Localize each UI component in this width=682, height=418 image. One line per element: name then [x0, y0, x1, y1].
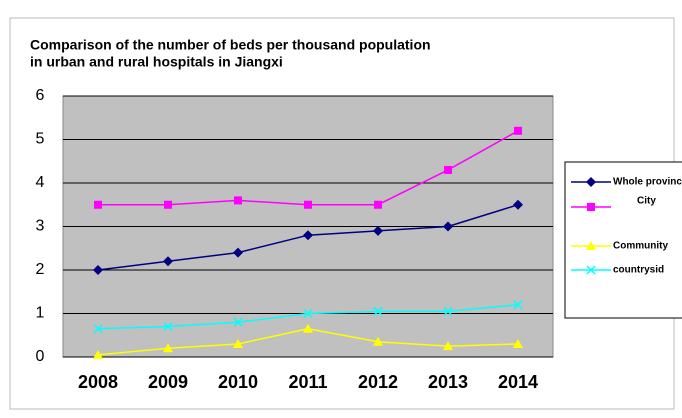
- legend-marker: [586, 241, 596, 250]
- data-point: [443, 221, 453, 232]
- data-point: [94, 200, 102, 209]
- y-tick-label: 1: [36, 305, 45, 322]
- x-tick-label: 2012: [358, 372, 398, 392]
- x-tick-label: 2014: [498, 372, 538, 392]
- data-point: [513, 338, 523, 348]
- data-point: [374, 200, 382, 209]
- data-point: [513, 199, 523, 210]
- data-point: [163, 322, 173, 332]
- data-point: [303, 230, 313, 241]
- data-point: [443, 306, 453, 316]
- data-point: [373, 336, 383, 346]
- data-point: [93, 349, 103, 359]
- x-tick-label: 2013: [428, 372, 468, 392]
- y-tick-label: 2: [36, 261, 45, 278]
- data-point: [234, 196, 242, 205]
- data-point: [444, 165, 452, 174]
- legend-label: Community: [613, 241, 668, 252]
- data-point: [93, 265, 103, 275]
- legend-box: [564, 161, 682, 319]
- data-point: [373, 306, 383, 316]
- legend-marker: [587, 203, 595, 211]
- legend-label: Whole provinc: [613, 177, 682, 188]
- data-point: [303, 308, 313, 319]
- data-point: [373, 225, 383, 236]
- y-tick-label: 6: [36, 87, 45, 104]
- data-point: [513, 300, 523, 310]
- legend-label: City: [637, 196, 656, 207]
- data-point: [163, 256, 173, 267]
- x-tick-label: 2009: [148, 372, 188, 392]
- x-tick-label: 2010: [218, 372, 258, 392]
- data-point: [303, 323, 313, 333]
- y-tick-label: 5: [36, 131, 45, 148]
- data-point: [233, 247, 243, 258]
- data-point: [164, 200, 172, 209]
- chart-title: in urban and rural hospitals in Jiangxi: [30, 54, 283, 70]
- legend-label: countrysid: [613, 265, 664, 276]
- data-point: [93, 324, 103, 334]
- data-point: [443, 341, 453, 351]
- y-tick-label: 0: [36, 348, 45, 365]
- x-tick-label: 2011: [288, 372, 327, 392]
- data-point: [304, 200, 312, 209]
- data-point: [233, 338, 243, 348]
- legend-marker: [586, 265, 596, 275]
- data-point: [233, 317, 243, 327]
- y-tick-label: 3: [36, 218, 45, 235]
- x-tick-label: 2008: [78, 372, 118, 392]
- legend-marker: [586, 177, 596, 187]
- y-tick-label: 4: [36, 174, 45, 191]
- data-point: [514, 126, 522, 135]
- data-point: [163, 343, 173, 353]
- chart-title: Comparison of the number of beds per tho…: [30, 37, 431, 53]
